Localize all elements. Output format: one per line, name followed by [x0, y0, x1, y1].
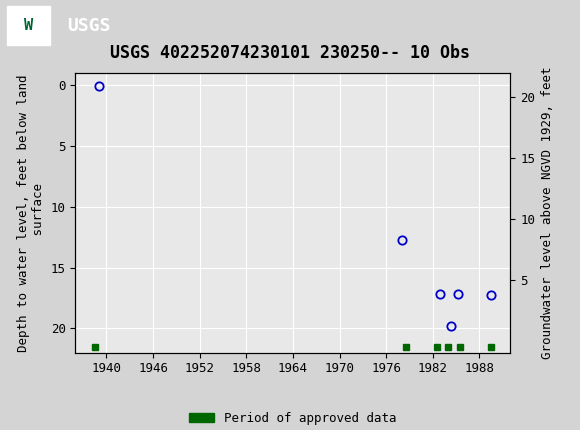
Y-axis label: Groundwater level above NGVD 1929, feet: Groundwater level above NGVD 1929, feet	[541, 67, 554, 359]
Text: USGS 402252074230101 230250-- 10 Obs: USGS 402252074230101 230250-- 10 Obs	[110, 44, 470, 62]
Legend: Period of approved data: Period of approved data	[184, 407, 401, 430]
Y-axis label: Depth to water level, feet below land
 surface: Depth to water level, feet below land su…	[17, 74, 45, 352]
FancyBboxPatch shape	[7, 6, 50, 46]
Text: W: W	[24, 18, 34, 33]
Text: USGS: USGS	[67, 17, 110, 35]
